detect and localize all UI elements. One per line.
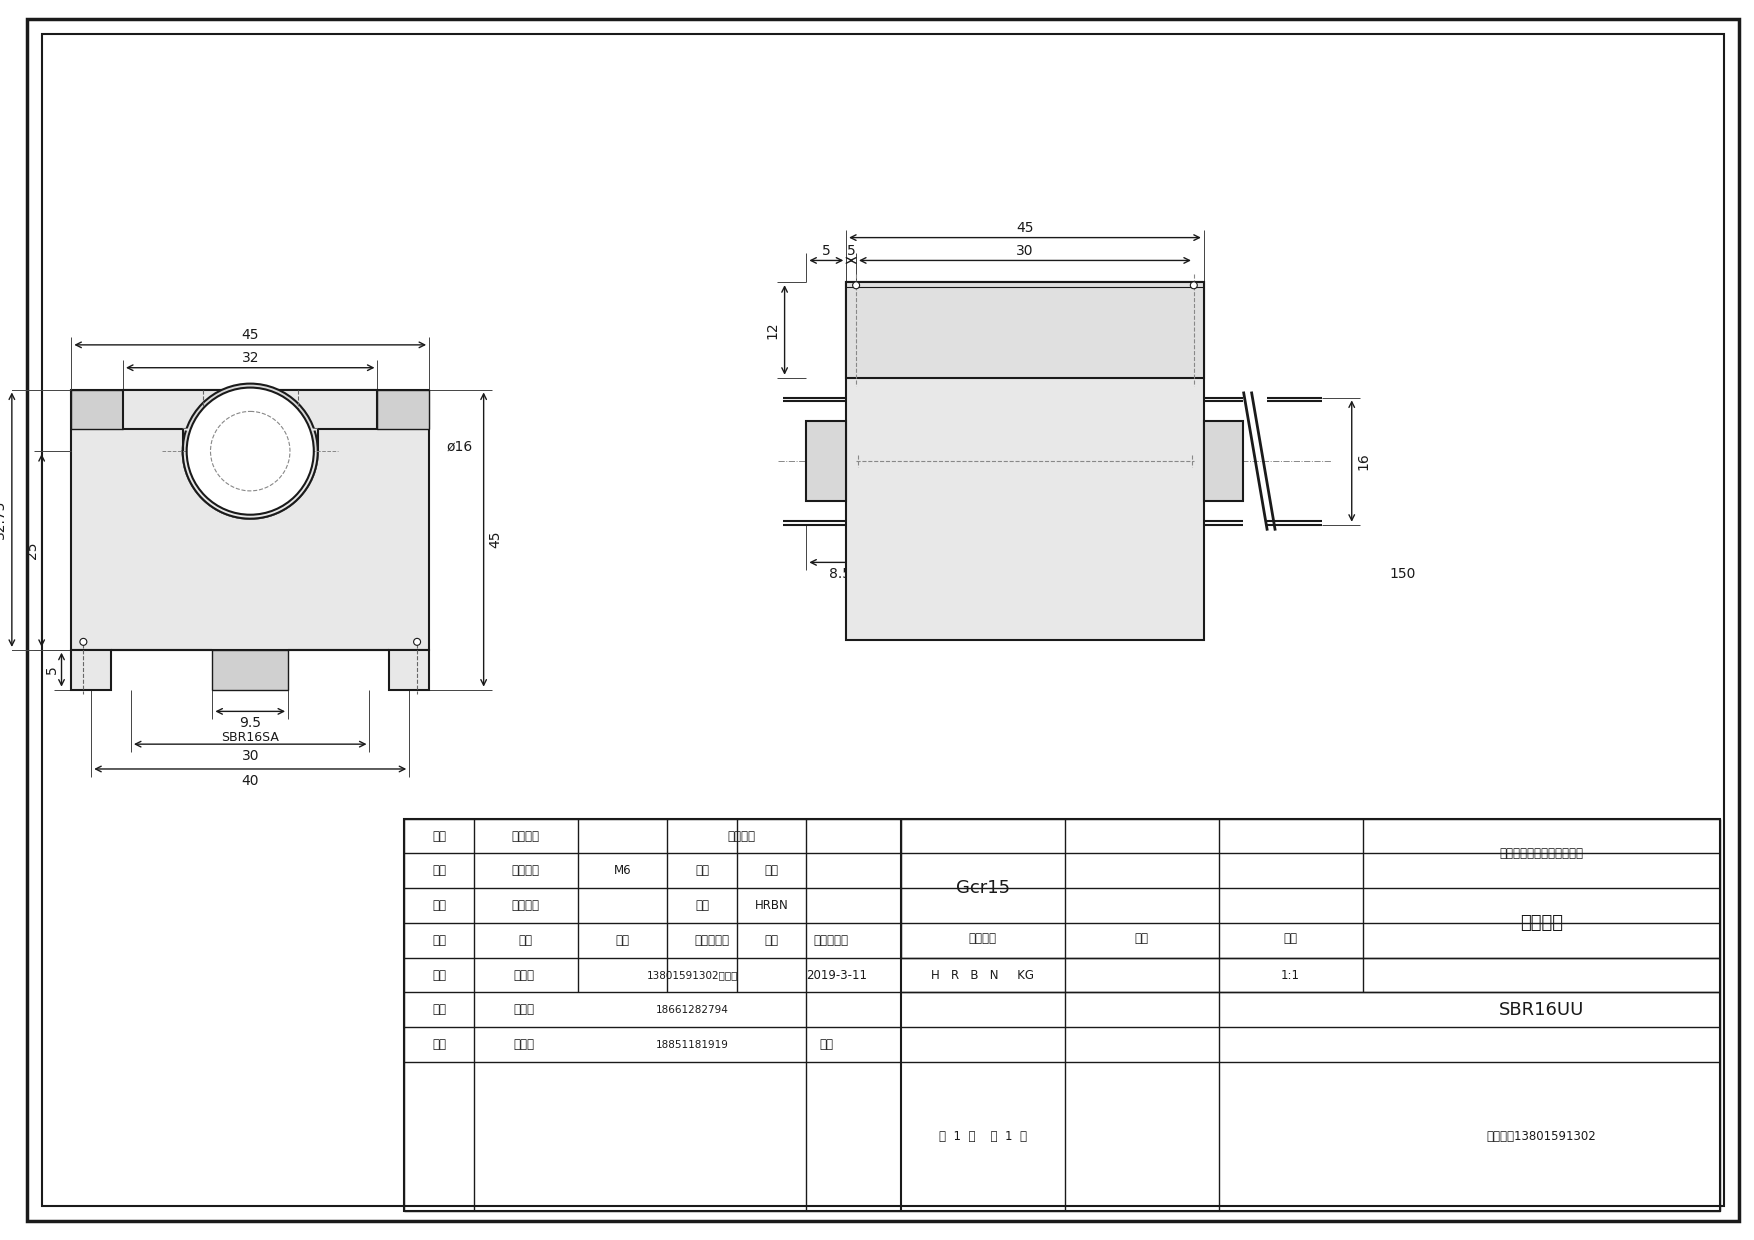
Bar — [212, 650, 288, 689]
Text: 45: 45 — [489, 531, 503, 548]
Text: 共  1  张    第  1  张: 共 1 张 第 1 张 — [938, 1130, 1026, 1143]
Bar — [1203, 422, 1244, 501]
Text: 油嘴尺寸: 油嘴尺寸 — [512, 864, 540, 877]
Circle shape — [198, 433, 207, 441]
Text: 螺母编号: 螺母编号 — [728, 830, 756, 842]
Text: 设计: 设计 — [431, 968, 446, 982]
Text: 螺母重量: 螺母重量 — [512, 899, 540, 913]
Text: 32.75: 32.75 — [0, 500, 7, 539]
Text: 16: 16 — [1356, 453, 1370, 470]
Text: 25: 25 — [25, 542, 39, 559]
Text: 刘长岭: 刘长岭 — [514, 968, 535, 982]
Text: 重量: 重量 — [1135, 931, 1149, 945]
Text: 圈数: 圈数 — [431, 899, 446, 913]
Bar — [403, 818, 1721, 1211]
Bar — [389, 650, 430, 689]
Text: 南京: 南京 — [765, 864, 779, 877]
Bar — [72, 389, 430, 650]
Text: 比例: 比例 — [1284, 931, 1298, 945]
Text: 直径: 直径 — [431, 830, 446, 842]
Text: M6: M6 — [614, 864, 631, 877]
Text: HRBN: HRBN — [754, 899, 789, 913]
Bar — [123, 389, 377, 429]
Text: Gcr15: Gcr15 — [956, 879, 1010, 898]
Text: 30: 30 — [1016, 243, 1033, 258]
Text: 导程: 导程 — [431, 864, 446, 877]
Text: 直线导轨: 直线导轨 — [1521, 914, 1563, 932]
Text: 钢球直径: 钢球直径 — [512, 830, 540, 842]
Text: H   R   B   N     KG: H R B N KG — [931, 968, 1035, 982]
Text: 30: 30 — [242, 749, 260, 763]
Text: 签名: 签名 — [765, 934, 779, 947]
Circle shape — [182, 383, 317, 518]
Text: 13801591302标准化: 13801591302标准化 — [647, 970, 738, 980]
Circle shape — [414, 639, 421, 645]
Text: 审核: 审核 — [431, 1003, 446, 1017]
Bar — [845, 283, 1203, 378]
Text: 1:1: 1:1 — [1280, 968, 1300, 982]
Text: 更改文件号: 更改文件号 — [695, 934, 730, 947]
Polygon shape — [182, 429, 317, 518]
Text: 40: 40 — [242, 774, 260, 787]
Text: 批准: 批准 — [819, 1038, 833, 1052]
Text: 分区: 分区 — [616, 934, 630, 947]
Text: ø16: ø16 — [447, 439, 474, 453]
Text: 12: 12 — [766, 321, 781, 339]
Text: 5: 5 — [823, 243, 831, 258]
Text: 刘献宁: 刘献宁 — [514, 1003, 535, 1017]
Text: 田海飞: 田海飞 — [514, 1038, 535, 1052]
Text: 8.5: 8.5 — [830, 568, 851, 582]
Text: 18661282794: 18661282794 — [656, 1004, 728, 1014]
Bar — [377, 389, 430, 429]
Text: 处数: 处数 — [519, 934, 533, 947]
Circle shape — [852, 281, 859, 289]
Text: 工艺: 工艺 — [431, 1038, 446, 1052]
Text: 订货电话13801591302: 订货电话13801591302 — [1487, 1130, 1596, 1143]
Bar — [72, 389, 123, 429]
Circle shape — [1191, 281, 1198, 289]
Text: 18851181919: 18851181919 — [656, 1039, 728, 1049]
Text: 32: 32 — [242, 351, 260, 365]
Text: 阶段标记: 阶段标记 — [968, 931, 996, 945]
Bar — [845, 283, 1203, 640]
Text: 南京哈宁轴承制造有限公司: 南京哈宁轴承制造有限公司 — [1500, 847, 1584, 859]
Circle shape — [81, 639, 88, 645]
Text: 45: 45 — [1016, 221, 1033, 234]
Circle shape — [186, 388, 314, 515]
Text: 9.5: 9.5 — [239, 717, 261, 730]
Text: 150: 150 — [1389, 568, 1415, 582]
Circle shape — [295, 433, 302, 441]
Text: 5: 5 — [847, 243, 856, 258]
Text: SBR16UU: SBR16UU — [1498, 1001, 1584, 1019]
Text: 45: 45 — [242, 327, 260, 342]
Text: 2019-3-11: 2019-3-11 — [805, 968, 866, 982]
Text: SBR16SA: SBR16SA — [221, 730, 279, 744]
Text: 年、月、日: 年、月、日 — [814, 934, 849, 947]
Text: 5: 5 — [44, 666, 58, 675]
Bar — [807, 422, 845, 501]
Bar — [72, 650, 111, 689]
Text: 品牌: 品牌 — [695, 899, 709, 913]
Text: 产地: 产地 — [695, 864, 709, 877]
Text: 标记: 标记 — [431, 934, 446, 947]
